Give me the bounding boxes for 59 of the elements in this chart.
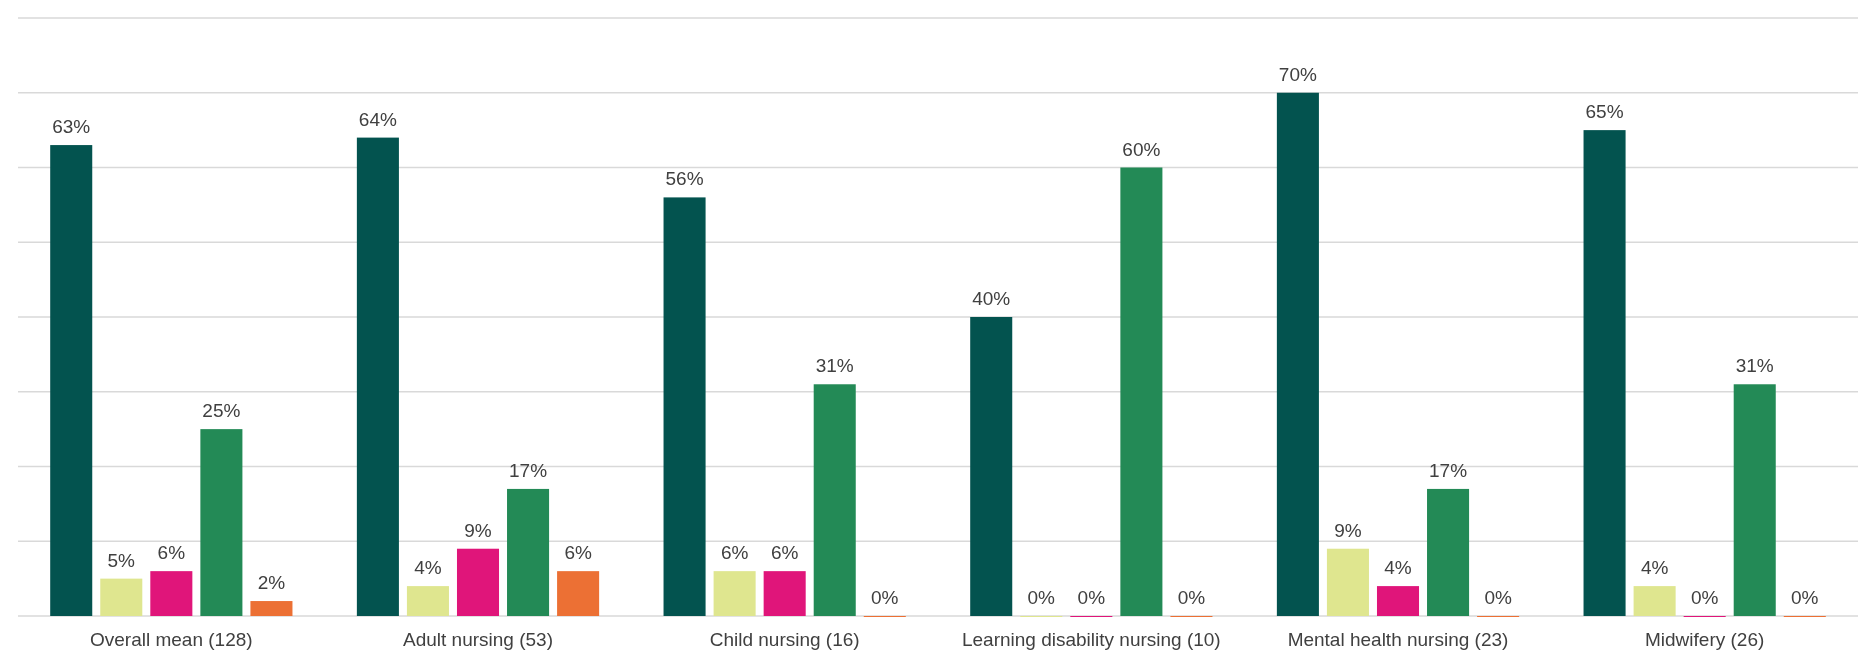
data-label: 0% — [1791, 587, 1819, 608]
bar — [1326, 548, 1369, 616]
data-label: 63% — [52, 116, 91, 138]
bar — [50, 145, 93, 616]
bar — [1583, 130, 1626, 616]
data-label: 5% — [107, 549, 136, 571]
bar — [456, 548, 500, 616]
data-label: 2% — [257, 572, 286, 594]
bar — [1733, 384, 1776, 616]
data-label: 4% — [1640, 557, 1669, 579]
data-label: 31% — [815, 355, 854, 377]
bar — [1276, 92, 1319, 616]
data-label: 40% — [972, 288, 1011, 309]
data-label: 0% — [1027, 587, 1056, 608]
bar — [1633, 586, 1676, 616]
data-label: 65% — [1585, 101, 1624, 123]
bar — [250, 601, 293, 616]
bar — [200, 429, 243, 616]
data-label: 6% — [770, 542, 799, 564]
bar — [507, 488, 550, 616]
x-tick-label: Adult nursing (53) — [403, 629, 553, 650]
data-label: 17% — [1429, 459, 1468, 481]
data-label: 0% — [1484, 587, 1512, 608]
data-label: 56% — [665, 168, 704, 190]
x-tick-label: Overall mean (128) — [90, 629, 253, 650]
bar — [970, 317, 1013, 616]
x-tick-label: Midwifery (26) — [1645, 629, 1765, 650]
x-tick-label: Mental health nursing (23) — [1287, 629, 1509, 650]
data-label: 9% — [1334, 519, 1362, 541]
bar — [150, 571, 193, 616]
data-label: 0% — [871, 587, 899, 608]
bar — [557, 571, 600, 616]
bar — [100, 578, 143, 616]
x-tick-label: Child nursing (16) — [709, 629, 860, 650]
data-label: 60% — [1122, 138, 1161, 160]
data-label: 6% — [157, 542, 186, 564]
data-label: 25% — [202, 400, 241, 422]
data-label: 9% — [464, 519, 492, 541]
data-label: 6% — [720, 542, 749, 564]
bar — [1120, 167, 1163, 616]
data-label: 4% — [414, 557, 442, 579]
data-label: 17% — [509, 459, 548, 481]
data-label: 6% — [564, 542, 592, 564]
data-label: 64% — [358, 108, 398, 130]
data-label: 4% — [1384, 557, 1412, 579]
data-label: 70% — [1278, 63, 1318, 85]
data-label: 0% — [1077, 587, 1106, 608]
x-tick-label: Learning disability nursing (10) — [961, 629, 1221, 650]
bar — [356, 137, 399, 616]
bar — [713, 571, 756, 616]
bar — [813, 384, 856, 616]
bar — [663, 197, 706, 616]
data-label: 0% — [1690, 587, 1719, 608]
data-label: 0% — [1177, 587, 1206, 608]
bar — [1427, 488, 1470, 616]
bar — [1376, 586, 1420, 616]
bar — [763, 571, 806, 616]
bar — [406, 586, 449, 616]
data-label: 31% — [1735, 355, 1774, 377]
